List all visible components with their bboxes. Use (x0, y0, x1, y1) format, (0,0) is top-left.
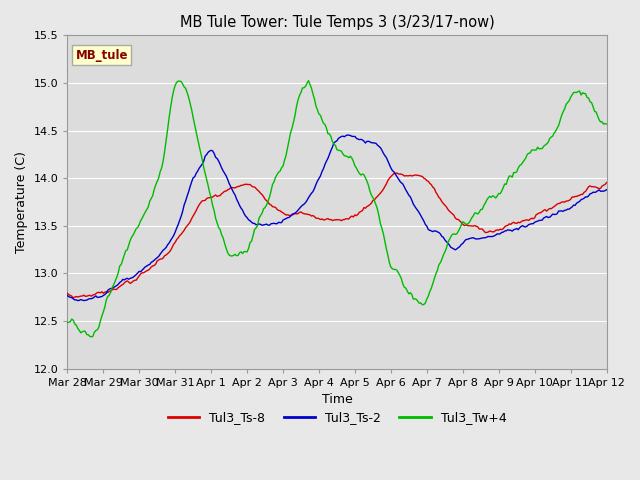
Y-axis label: Temperature (C): Temperature (C) (15, 151, 28, 253)
Text: MB_tule: MB_tule (76, 48, 128, 61)
X-axis label: Time: Time (321, 393, 353, 406)
Legend: Tul3_Ts-8, Tul3_Ts-2, Tul3_Tw+4: Tul3_Ts-8, Tul3_Ts-2, Tul3_Tw+4 (163, 406, 511, 429)
Title: MB Tule Tower: Tule Temps 3 (3/23/17-now): MB Tule Tower: Tule Temps 3 (3/23/17-now… (180, 15, 494, 30)
